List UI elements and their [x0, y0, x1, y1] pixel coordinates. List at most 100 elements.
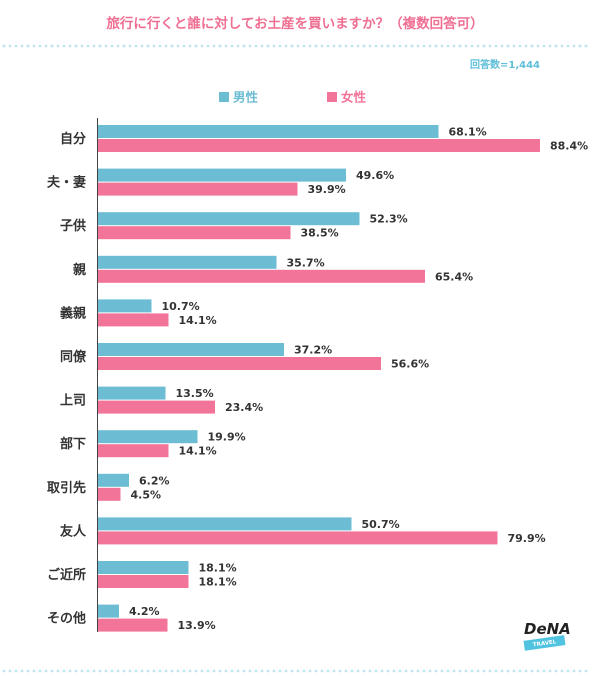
- decorative-dot: [554, 44, 558, 48]
- decorative-dot: [410, 669, 414, 673]
- value-label: 13.5%: [176, 387, 214, 400]
- decorative-dot: [50, 669, 54, 673]
- value-label: 50.7%: [362, 518, 400, 531]
- decorative-dot: [170, 669, 174, 673]
- decorative-dot: [476, 669, 480, 673]
- decorative-dots-top: [2, 44, 588, 48]
- decorative-dot: [524, 44, 528, 48]
- legend-label: 女性: [341, 90, 367, 105]
- decorative-dot: [2, 669, 6, 673]
- decorative-dot: [512, 669, 516, 673]
- decorative-dot: [386, 669, 390, 673]
- decorative-dot: [524, 669, 528, 673]
- decorative-dot: [464, 44, 468, 48]
- decorative-dot: [80, 669, 84, 673]
- decorative-dot: [44, 44, 48, 48]
- decorative-dot: [248, 44, 252, 48]
- decorative-dot: [110, 669, 114, 673]
- decorative-dot: [278, 44, 282, 48]
- decorative-dot: [548, 669, 552, 673]
- decorative-dot: [290, 44, 294, 48]
- decorative-dot: [440, 669, 444, 673]
- decorative-dot: [578, 669, 582, 673]
- decorative-dot: [338, 669, 342, 673]
- value-label: 37.2%: [294, 344, 332, 357]
- decorative-dot: [368, 44, 372, 48]
- decorative-dot: [530, 44, 534, 48]
- category-label: 同僚: [60, 349, 87, 365]
- chart-title: 旅行に行くと誰に対してお土産を買いますか？（複数回答可）: [106, 15, 483, 32]
- decorative-dot: [224, 44, 228, 48]
- bar: [98, 618, 168, 632]
- decorative-dot: [464, 669, 468, 673]
- bar: [98, 226, 291, 240]
- value-label: 88.4%: [550, 140, 588, 153]
- decorative-dot: [302, 669, 306, 673]
- value-label: 79.9%: [508, 532, 546, 545]
- decorative-dot: [14, 669, 18, 673]
- decorative-dot: [470, 44, 474, 48]
- decorative-dot: [266, 44, 270, 48]
- decorative-dot: [476, 44, 480, 48]
- decorative-dot: [398, 669, 402, 673]
- decorative-dot: [8, 669, 12, 673]
- decorative-dot: [218, 669, 222, 673]
- logo-text: DeNA: [524, 620, 571, 638]
- decorative-dot: [314, 669, 318, 673]
- decorative-dot: [536, 44, 540, 48]
- bar: [98, 400, 215, 414]
- decorative-dot: [404, 669, 408, 673]
- decorative-dot: [296, 44, 300, 48]
- decorative-dot: [212, 44, 216, 48]
- decorative-dot: [224, 669, 228, 673]
- decorative-dot: [20, 669, 24, 673]
- decorative-dot: [308, 44, 312, 48]
- decorative-dot: [260, 44, 264, 48]
- decorative-dot: [260, 669, 264, 673]
- value-label: 65.4%: [435, 270, 473, 283]
- decorative-dot: [158, 44, 162, 48]
- value-label: 68.1%: [449, 126, 487, 139]
- decorative-dot: [122, 669, 126, 673]
- decorative-dot: [284, 669, 288, 673]
- decorative-dot: [512, 44, 516, 48]
- decorative-dot: [332, 44, 336, 48]
- decorative-dot: [92, 669, 96, 673]
- response-count-note: 回答数=1,444: [470, 58, 540, 71]
- decorative-dot: [488, 44, 492, 48]
- decorative-dot: [152, 44, 156, 48]
- value-label: 56.6%: [391, 358, 429, 371]
- decorative-dot: [20, 44, 24, 48]
- decorative-dot: [254, 669, 258, 673]
- decorative-dot: [164, 44, 168, 48]
- decorative-dot: [284, 44, 288, 48]
- decorative-dot: [56, 669, 60, 673]
- decorative-dot: [392, 44, 396, 48]
- value-label: 10.7%: [162, 300, 200, 313]
- decorative-dot: [536, 669, 540, 673]
- decorative-dot: [230, 44, 234, 48]
- bar: [98, 313, 169, 327]
- decorative-dot: [482, 44, 486, 48]
- decorative-dot: [452, 44, 456, 48]
- decorative-dot: [416, 44, 420, 48]
- decorative-dot: [482, 669, 486, 673]
- value-label: 14.1%: [179, 314, 217, 327]
- decorative-dot: [140, 669, 144, 673]
- decorative-dot: [62, 44, 66, 48]
- decorative-dot: [530, 669, 534, 673]
- decorative-dot: [104, 669, 108, 673]
- decorative-dot: [374, 669, 378, 673]
- decorative-dot: [62, 669, 66, 673]
- decorative-dot: [32, 44, 36, 48]
- decorative-dot: [182, 669, 186, 673]
- decorative-dot: [122, 44, 126, 48]
- decorative-dot: [458, 44, 462, 48]
- decorative-dot: [170, 44, 174, 48]
- value-label: 52.3%: [370, 213, 408, 226]
- decorative-dot: [422, 669, 426, 673]
- decorative-dot: [254, 44, 258, 48]
- value-label: 14.1%: [179, 445, 217, 458]
- decorative-dot: [248, 669, 252, 673]
